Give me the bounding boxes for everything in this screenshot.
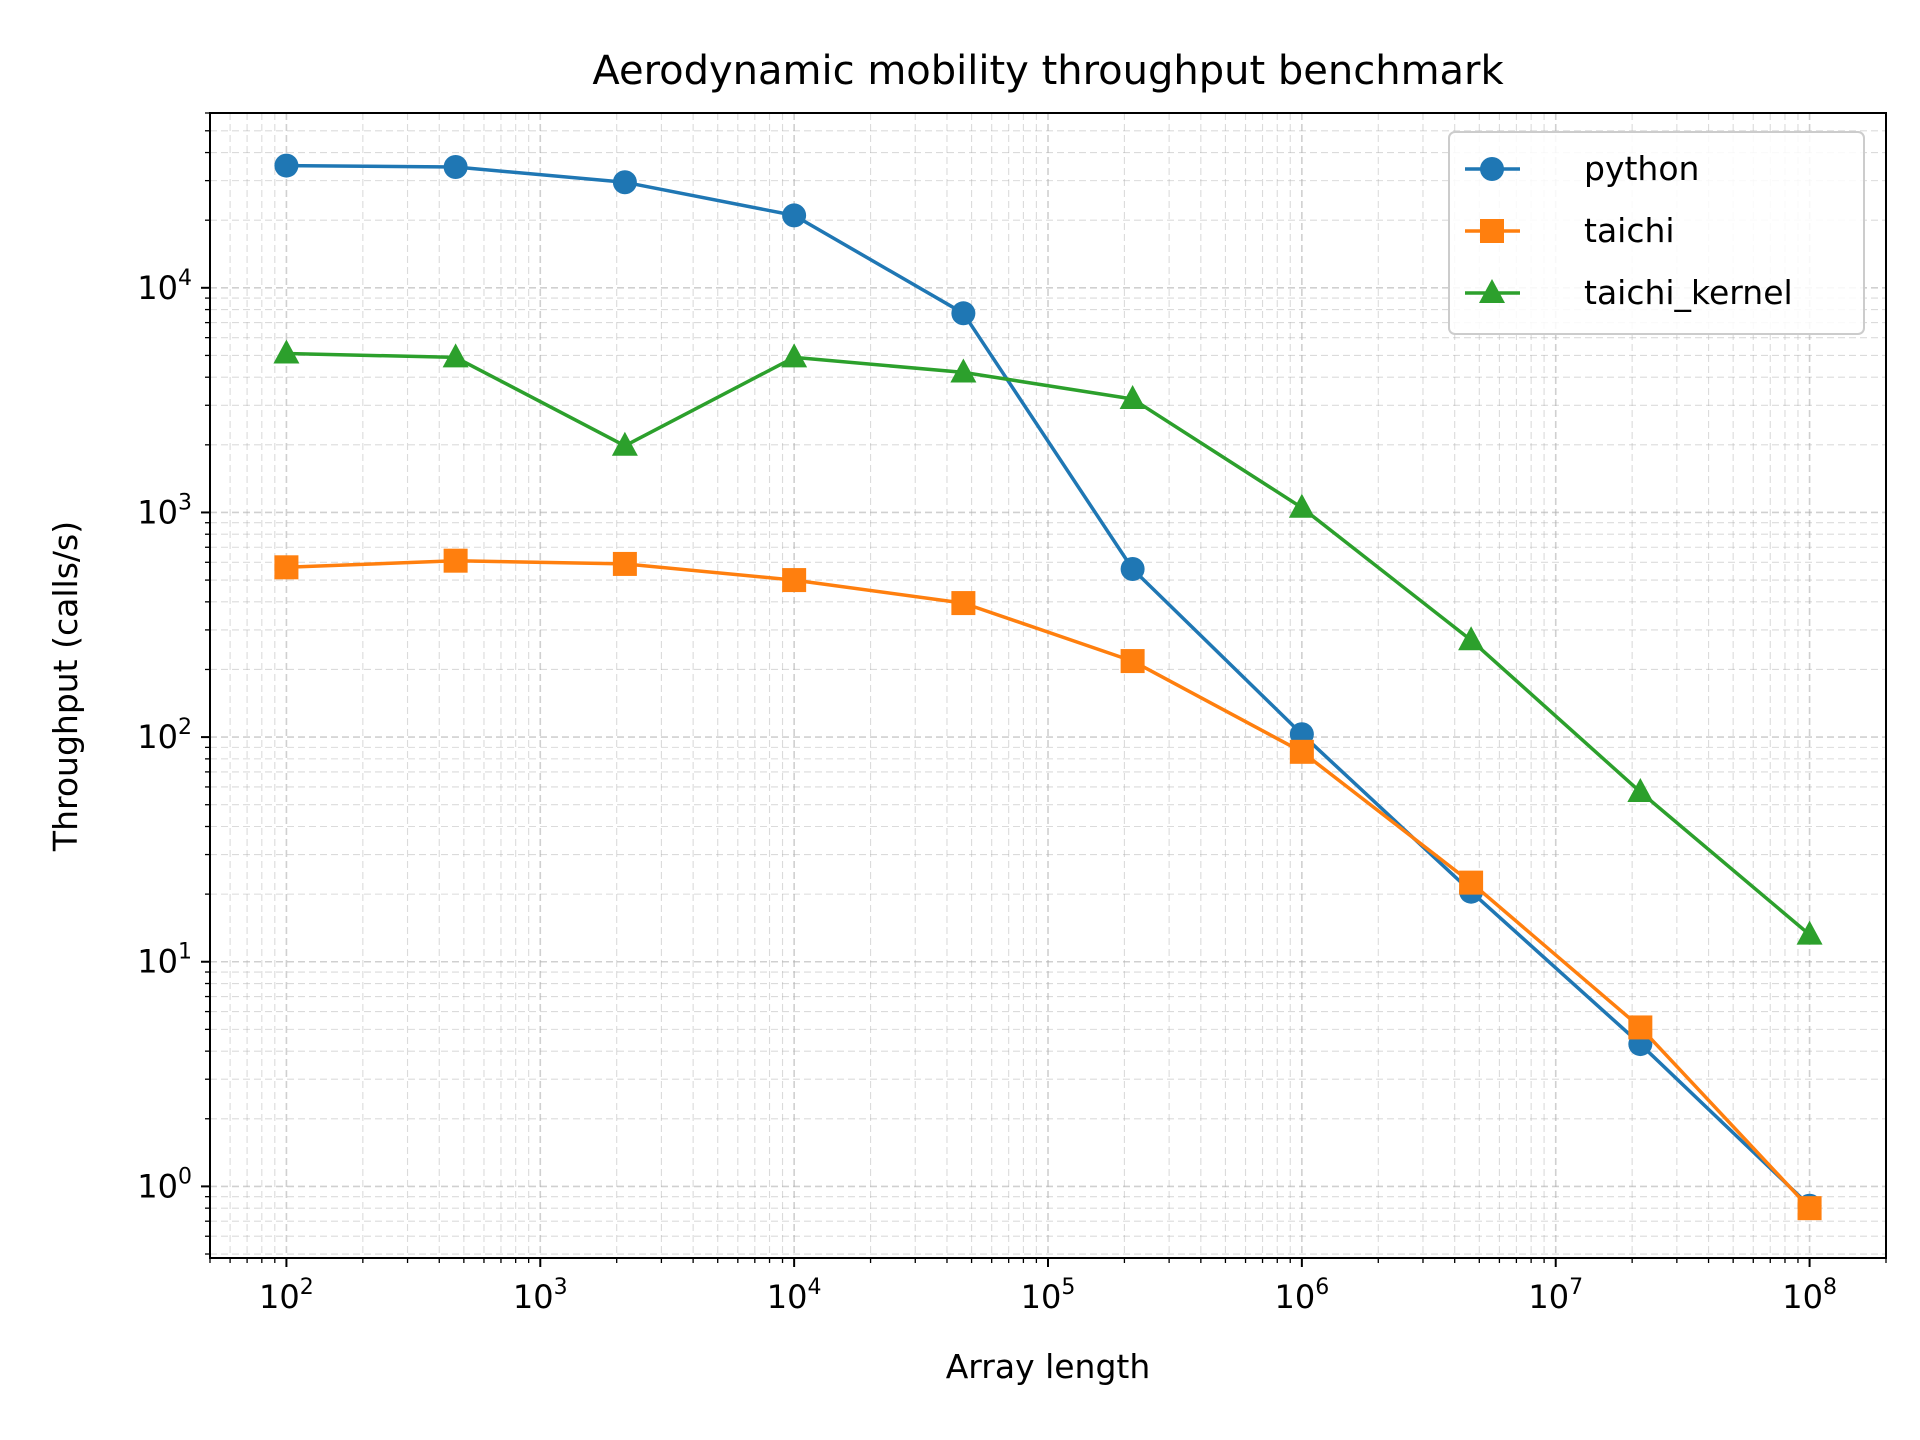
data-point-taichi_kernel	[442, 343, 469, 368]
legend-label-taichi: taichi	[1584, 211, 1675, 250]
data-point-taichi_kernel	[611, 431, 638, 456]
data-point-taichi	[1797, 1196, 1822, 1221]
x-tick-label: 104	[767, 1275, 822, 1316]
data-point-taichi_kernel	[1288, 493, 1315, 518]
data-point-taichi	[443, 548, 468, 573]
legend-marker-python	[1480, 157, 1504, 181]
legend-label-taichi_kernel: taichi_kernel	[1584, 273, 1793, 312]
plot-series	[273, 153, 1823, 1221]
x-tick-label: 106	[1275, 1275, 1330, 1316]
data-point-taichi	[1120, 649, 1145, 674]
data-point-taichi_kernel	[1119, 384, 1146, 409]
data-point-python	[443, 154, 468, 179]
x-tick-label: 108	[1782, 1275, 1837, 1316]
axis-ticks: 102 103 104 105 106 107 108 100 101 102 103 104	[137, 112, 1887, 1316]
data-point-python	[1120, 557, 1145, 582]
series-line-python	[286, 163, 1811, 1208]
series-taichi	[274, 548, 1822, 1221]
series-line-taichi_kernel	[286, 351, 1811, 937]
data-point-python	[274, 153, 299, 178]
data-point-taichi	[951, 591, 976, 616]
series-line-taichi	[286, 558, 1811, 1210]
data-point-taichi_kernel	[1458, 626, 1485, 651]
y-tick-label: 102	[137, 715, 192, 756]
data-point-python	[612, 170, 637, 195]
data-point-taichi_kernel	[273, 339, 300, 364]
legend-marker-taichi	[1480, 219, 1504, 243]
x-tick-label: 105	[1021, 1275, 1076, 1316]
data-point-taichi_kernel	[1627, 777, 1654, 802]
data-point-taichi	[612, 551, 637, 576]
y-tick-label: 104	[137, 266, 192, 307]
legend-marker-taichi_kernel	[1479, 279, 1505, 303]
data-point-taichi	[782, 568, 807, 593]
y-axis-label: Throughput (calls/s)	[46, 521, 85, 852]
y-tick-label: 100	[137, 1164, 192, 1205]
data-point-taichi_kernel	[781, 343, 808, 368]
data-point-taichi	[1459, 870, 1484, 895]
data-point-taichi_kernel	[1796, 920, 1823, 945]
y-tick-label: 101	[137, 940, 192, 981]
series-taichi_kernel	[273, 339, 1823, 945]
data-point-taichi	[1289, 739, 1314, 764]
data-point-taichi	[274, 555, 299, 580]
y-tick-label: 103	[137, 490, 192, 531]
data-point-python	[951, 301, 976, 326]
legend: python taichi taichi_kernel	[1448, 131, 1865, 335]
x-tick-label: 103	[513, 1275, 568, 1316]
data-point-taichi_kernel	[950, 358, 977, 383]
legend-label-python: python	[1584, 149, 1699, 188]
chart-title: Aerodynamic mobility throughput benchmar…	[592, 48, 1504, 94]
x-tick-label: 107	[1528, 1275, 1583, 1316]
data-point-python	[782, 203, 807, 228]
x-tick-label: 102	[259, 1275, 314, 1316]
legend-frame	[1448, 131, 1865, 335]
x-axis-label: Array length	[946, 1347, 1151, 1386]
data-point-taichi	[1628, 1015, 1653, 1040]
